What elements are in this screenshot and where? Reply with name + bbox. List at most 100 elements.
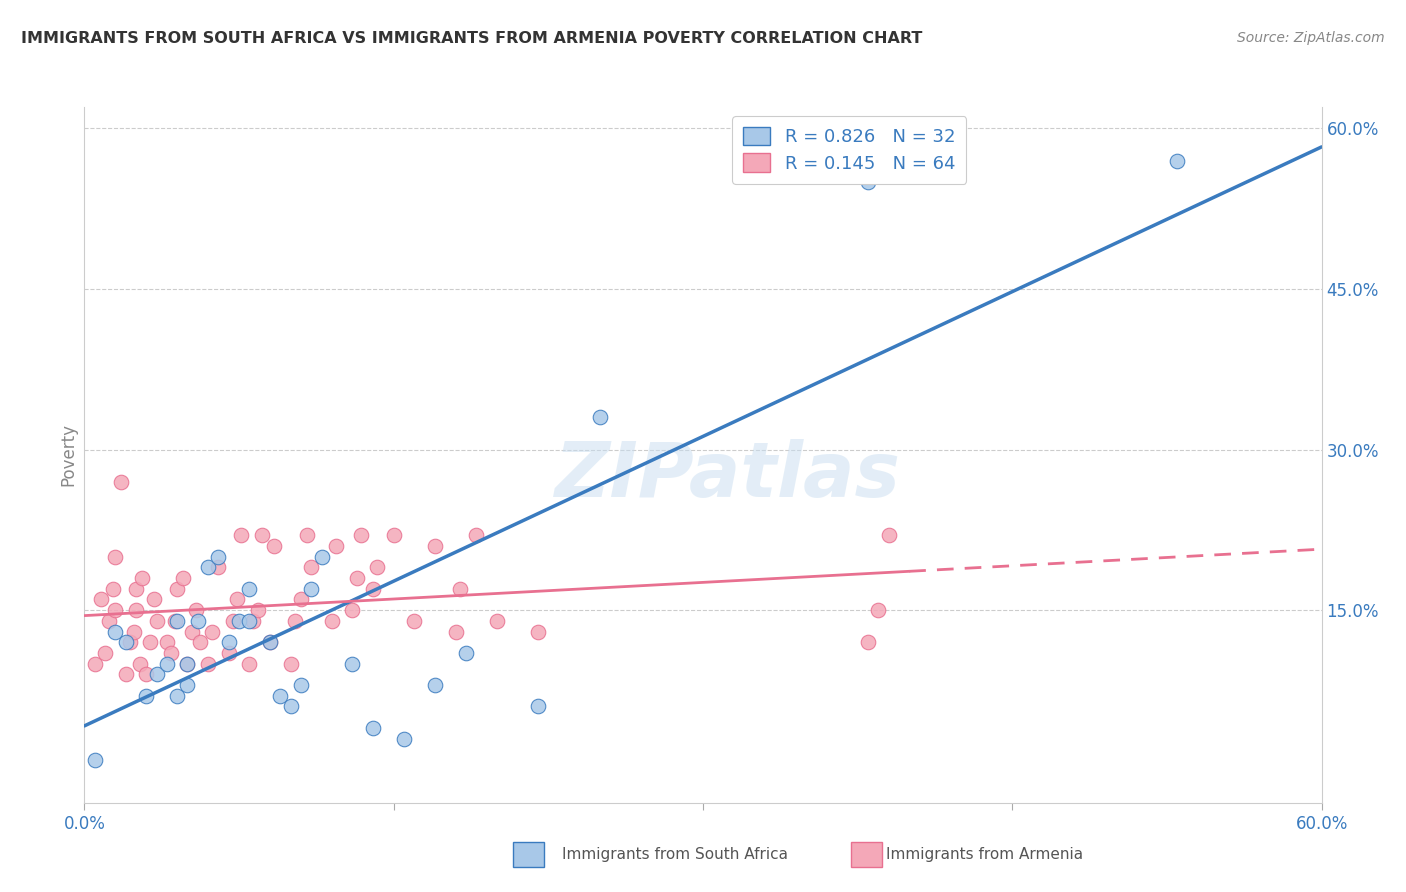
- Text: Immigrants from South Africa: Immigrants from South Africa: [562, 847, 789, 862]
- Point: [290, 678, 312, 692]
- Point: [176, 657, 198, 671]
- Point: [290, 592, 312, 607]
- Point: [222, 614, 245, 628]
- Point: [238, 582, 260, 596]
- Point: [122, 624, 145, 639]
- Point: [114, 635, 136, 649]
- Point: [242, 614, 264, 628]
- Point: [311, 549, 333, 564]
- Point: [135, 667, 157, 681]
- Point: [207, 549, 229, 564]
- Point: [259, 635, 281, 649]
- Point: [165, 614, 187, 628]
- Point: [1166, 153, 1188, 168]
- Point: [280, 657, 302, 671]
- Point: [207, 560, 229, 574]
- Point: [125, 582, 148, 596]
- Point: [218, 635, 240, 649]
- Point: [250, 528, 273, 542]
- Point: [228, 614, 250, 628]
- Point: [114, 667, 136, 681]
- Point: [83, 657, 105, 671]
- Point: [94, 646, 117, 660]
- Point: [361, 582, 384, 596]
- Point: [187, 614, 209, 628]
- Point: [118, 635, 141, 649]
- Legend: R = 0.826   N = 32, R = 0.145   N = 64: R = 0.826 N = 32, R = 0.145 N = 64: [733, 116, 966, 184]
- Point: [299, 582, 322, 596]
- Point: [218, 646, 240, 660]
- Point: [104, 603, 127, 617]
- Point: [135, 689, 157, 703]
- Point: [156, 635, 179, 649]
- Text: Immigrants from Armenia: Immigrants from Armenia: [886, 847, 1083, 862]
- Point: [246, 603, 269, 617]
- Point: [238, 657, 260, 671]
- Point: [299, 560, 322, 574]
- Point: [284, 614, 307, 628]
- Point: [238, 614, 260, 628]
- Point: [156, 657, 179, 671]
- Point: [139, 635, 162, 649]
- Point: [98, 614, 121, 628]
- Point: [180, 624, 202, 639]
- Point: [166, 689, 188, 703]
- Point: [280, 699, 302, 714]
- Point: [449, 582, 471, 596]
- Point: [160, 646, 183, 660]
- Point: [104, 624, 127, 639]
- Point: [104, 549, 127, 564]
- Point: [465, 528, 488, 542]
- Point: [129, 657, 152, 671]
- Point: [145, 614, 167, 628]
- Point: [269, 689, 291, 703]
- Point: [321, 614, 343, 628]
- Point: [423, 539, 446, 553]
- Point: [188, 635, 211, 649]
- Text: Source: ZipAtlas.com: Source: ZipAtlas.com: [1237, 31, 1385, 45]
- Point: [361, 721, 384, 735]
- Point: [197, 657, 219, 671]
- Point: [172, 571, 194, 585]
- Point: [197, 560, 219, 574]
- Point: [366, 560, 388, 574]
- Point: [342, 657, 364, 671]
- Point: [90, 592, 112, 607]
- Point: [454, 646, 477, 660]
- Point: [263, 539, 285, 553]
- Text: IMMIGRANTS FROM SOUTH AFRICA VS IMMIGRANTS FROM ARMENIA POVERTY CORRELATION CHAR: IMMIGRANTS FROM SOUTH AFRICA VS IMMIGRAN…: [21, 31, 922, 46]
- Point: [229, 528, 252, 542]
- Point: [404, 614, 426, 628]
- Point: [392, 731, 415, 746]
- Point: [176, 678, 198, 692]
- Point: [226, 592, 249, 607]
- Point: [485, 614, 508, 628]
- Y-axis label: Poverty: Poverty: [59, 424, 77, 486]
- Point: [589, 410, 612, 425]
- Point: [103, 582, 125, 596]
- Point: [877, 528, 900, 542]
- Point: [131, 571, 153, 585]
- Point: [201, 624, 224, 639]
- Point: [868, 603, 890, 617]
- Point: [423, 678, 446, 692]
- Point: [110, 475, 132, 489]
- Point: [295, 528, 318, 542]
- Point: [166, 582, 188, 596]
- Point: [444, 624, 467, 639]
- Point: [184, 603, 207, 617]
- Point: [259, 635, 281, 649]
- Point: [143, 592, 166, 607]
- Point: [350, 528, 373, 542]
- Point: [856, 635, 879, 649]
- Point: [325, 539, 347, 553]
- Point: [382, 528, 405, 542]
- Text: ZIPatlas: ZIPatlas: [555, 439, 901, 513]
- Point: [527, 624, 550, 639]
- Point: [166, 614, 188, 628]
- Point: [342, 603, 364, 617]
- Point: [83, 753, 105, 767]
- Point: [527, 699, 550, 714]
- Point: [125, 603, 148, 617]
- Point: [346, 571, 368, 585]
